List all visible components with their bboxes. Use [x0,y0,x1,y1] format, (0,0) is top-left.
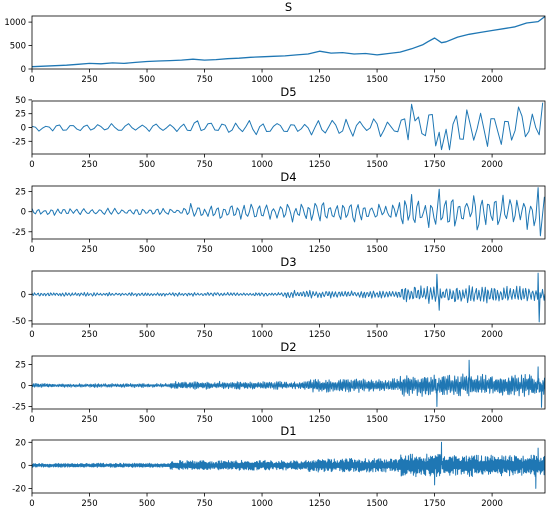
x-tick-label: 750 [196,75,212,85]
x-tick-label: 750 [196,245,212,255]
x-tick-label: 250 [81,499,97,509]
x-tick-label: 1750 [424,75,446,85]
x-tick-label: 1250 [309,75,331,85]
y-tick-label: -20 [12,484,26,494]
y-tick-label: 0 [21,381,26,391]
y-tick-label: -50 [12,317,26,327]
x-tick-label: 500 [139,160,155,170]
plot-frame [31,355,546,410]
x-tick-label: 1000 [251,330,273,340]
series-line [32,441,545,489]
y-tick-label: 1000 [4,18,26,28]
x-tick-label: 2000 [481,245,503,255]
series-line [32,102,544,151]
x-tick-label: 0 [29,245,34,255]
subplot-title: S [285,0,292,14]
x-tick-label: 1000 [251,415,273,425]
subplot-s: S 0 250 500 750 1000 1250 1500 1750 2000 0 500 1000 [4,0,546,85]
x-tick-label: 500 [139,75,155,85]
subplot-title: D5 [280,85,296,99]
x-tick-label: 0 [29,330,34,340]
x-tick-label: 750 [196,415,212,425]
series-line [32,187,545,237]
x-tick-label: 2000 [481,499,503,509]
x-tick-label: 2000 [481,75,503,85]
x-tick-label: 1250 [309,415,331,425]
y-tick-label: 25 [15,188,26,198]
plot-frame [31,15,546,70]
x-tick-label: 1500 [366,499,388,509]
x-tick-label: 1000 [251,245,273,255]
x-tick-label: 1500 [366,415,388,425]
x-tick-label: 2000 [481,415,503,425]
x-tick-label: 500 [139,245,155,255]
subplot-title: D2 [280,340,296,354]
x-tick-label: 1000 [251,499,273,509]
x-tick-label: 1750 [424,415,446,425]
x-tick-label: 500 [139,330,155,340]
x-tick-label: 1000 [251,160,273,170]
x-tick-label: 500 [139,499,155,509]
y-tick-label: 0 [21,65,26,75]
x-tick-label: 2000 [481,330,503,340]
y-tick-label: 0 [21,461,26,471]
x-tick-label: 250 [81,330,97,340]
x-tick-label: 250 [81,75,97,85]
plot-frame [31,270,546,325]
y-tick-label: 25 [15,360,26,370]
x-tick-label: 250 [81,415,97,425]
x-tick-label: 1000 [251,75,273,85]
x-tick-label: 250 [81,245,97,255]
subplot-title: D1 [280,424,296,438]
x-tick-label: 1250 [309,160,331,170]
x-tick-label: 750 [196,499,212,509]
y-tick-label: 0 [21,208,26,218]
x-tick-label: 1750 [424,245,446,255]
x-tick-label: 500 [139,415,155,425]
x-tick-label: 1250 [309,499,331,509]
x-tick-label: 1500 [366,330,388,340]
x-tick-label: 0 [29,75,34,85]
y-tick-label: 20 [15,438,26,448]
subplot-title: D3 [280,255,296,269]
x-tick-label: 2000 [481,160,503,170]
x-tick-label: 1500 [366,245,388,255]
plot-frame [31,439,546,494]
y-tick-label: 0 [21,290,26,300]
subplot-d3: D30 250 500 750 1000 1250 1500 1750 2000-500 [12,255,546,340]
x-tick-label: 250 [81,160,97,170]
x-tick-label: 0 [29,499,34,509]
y-tick-label: -25 [12,402,26,412]
y-tick-label: 0 [21,124,26,134]
x-tick-label: 750 [196,330,212,340]
y-tick-label: 25 [15,110,26,120]
y-tick-label: 500 [10,42,26,52]
y-tick-label: 50 [15,96,26,106]
x-tick-label: 1500 [366,160,388,170]
subplot-d5: D5 0 250 500 750 1000 1250 1500 1750 2000 -25 0 25 50 [12,85,546,170]
series-line [32,16,545,68]
x-tick-label: 0 [29,415,34,425]
x-tick-label: 1750 [424,499,446,509]
x-tick-label: 1250 [309,330,331,340]
x-tick-label: 1250 [309,245,331,255]
y-tick-label: -25 [12,137,26,147]
x-tick-label: 0 [29,160,34,170]
subplot-title: D4 [280,170,296,184]
plot-frame [31,185,546,240]
x-tick-label: 750 [196,160,212,170]
series-line [32,359,545,408]
x-tick-label: 1750 [424,330,446,340]
y-tick-label: -25 [12,228,26,238]
series-line [32,272,545,323]
x-tick-label: 1750 [424,160,446,170]
x-tick-label: 1500 [366,75,388,85]
